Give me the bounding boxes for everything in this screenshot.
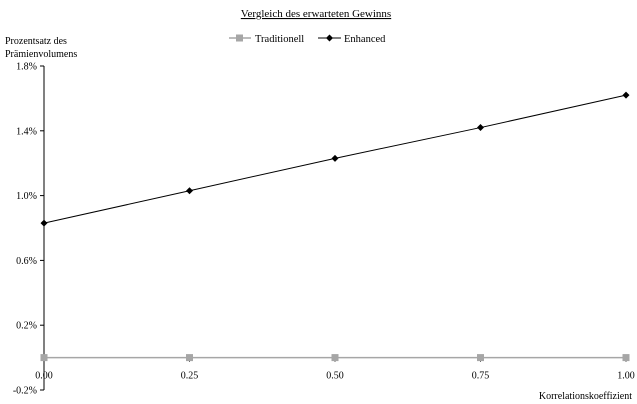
plot-area [40,91,630,362]
legend-item-enhanced: Enhanced [318,34,386,45]
y-axis-ticks: -0.2% 0.2% 0.6% 1.0% 1.4% 1.8% [13,62,44,397]
legend-label-traditionell: Traditionell [255,34,304,45]
legend-marker-enhanced [326,34,333,42]
x-tick-label: 0.50 [326,371,344,382]
data-point-traditionell [331,354,339,362]
x-tick-label: 0.75 [472,371,490,382]
data-point-enhanced [40,219,48,227]
legend-item-traditionell: Traditionell [229,34,304,45]
legend: Traditionell Enhanced [229,34,386,45]
x-tick-label: 1.00 [617,371,635,382]
y-tick-label: 1.0% [16,191,37,202]
y-tick-label: 0.6% [16,256,37,267]
data-point-traditionell [477,354,484,362]
data-point-enhanced [477,124,484,132]
legend-label-enhanced: Enhanced [344,34,386,45]
data-point-traditionell [40,354,48,362]
x-tick-label: 0.00 [35,371,53,382]
y-tick-label: -0.2% [13,386,37,397]
data-point-enhanced [622,91,630,99]
data-point-enhanced [331,154,339,162]
y-tick-label: 1.4% [16,126,37,137]
x-tick-label: 0.25 [181,371,199,382]
y-axis-label-line-1: Prozentsatz des [5,36,67,47]
y-axis-label-line-2: Prämienvolumens [5,49,77,60]
chart-title: Vergleich des erwarteten Gewinns [241,8,391,20]
x-axis-label: Korrelationskoeffizient [539,391,632,402]
y-tick-label: 0.2% [16,321,37,332]
y-tick-label: 1.8% [16,62,37,73]
x-axis-ticks: 0.00 0.25 0.50 0.75 1.00 [35,357,635,382]
data-point-enhanced [186,187,193,195]
data-point-traditionell [622,354,630,362]
legend-marker-traditionell [236,34,243,42]
data-point-traditionell [186,354,193,362]
